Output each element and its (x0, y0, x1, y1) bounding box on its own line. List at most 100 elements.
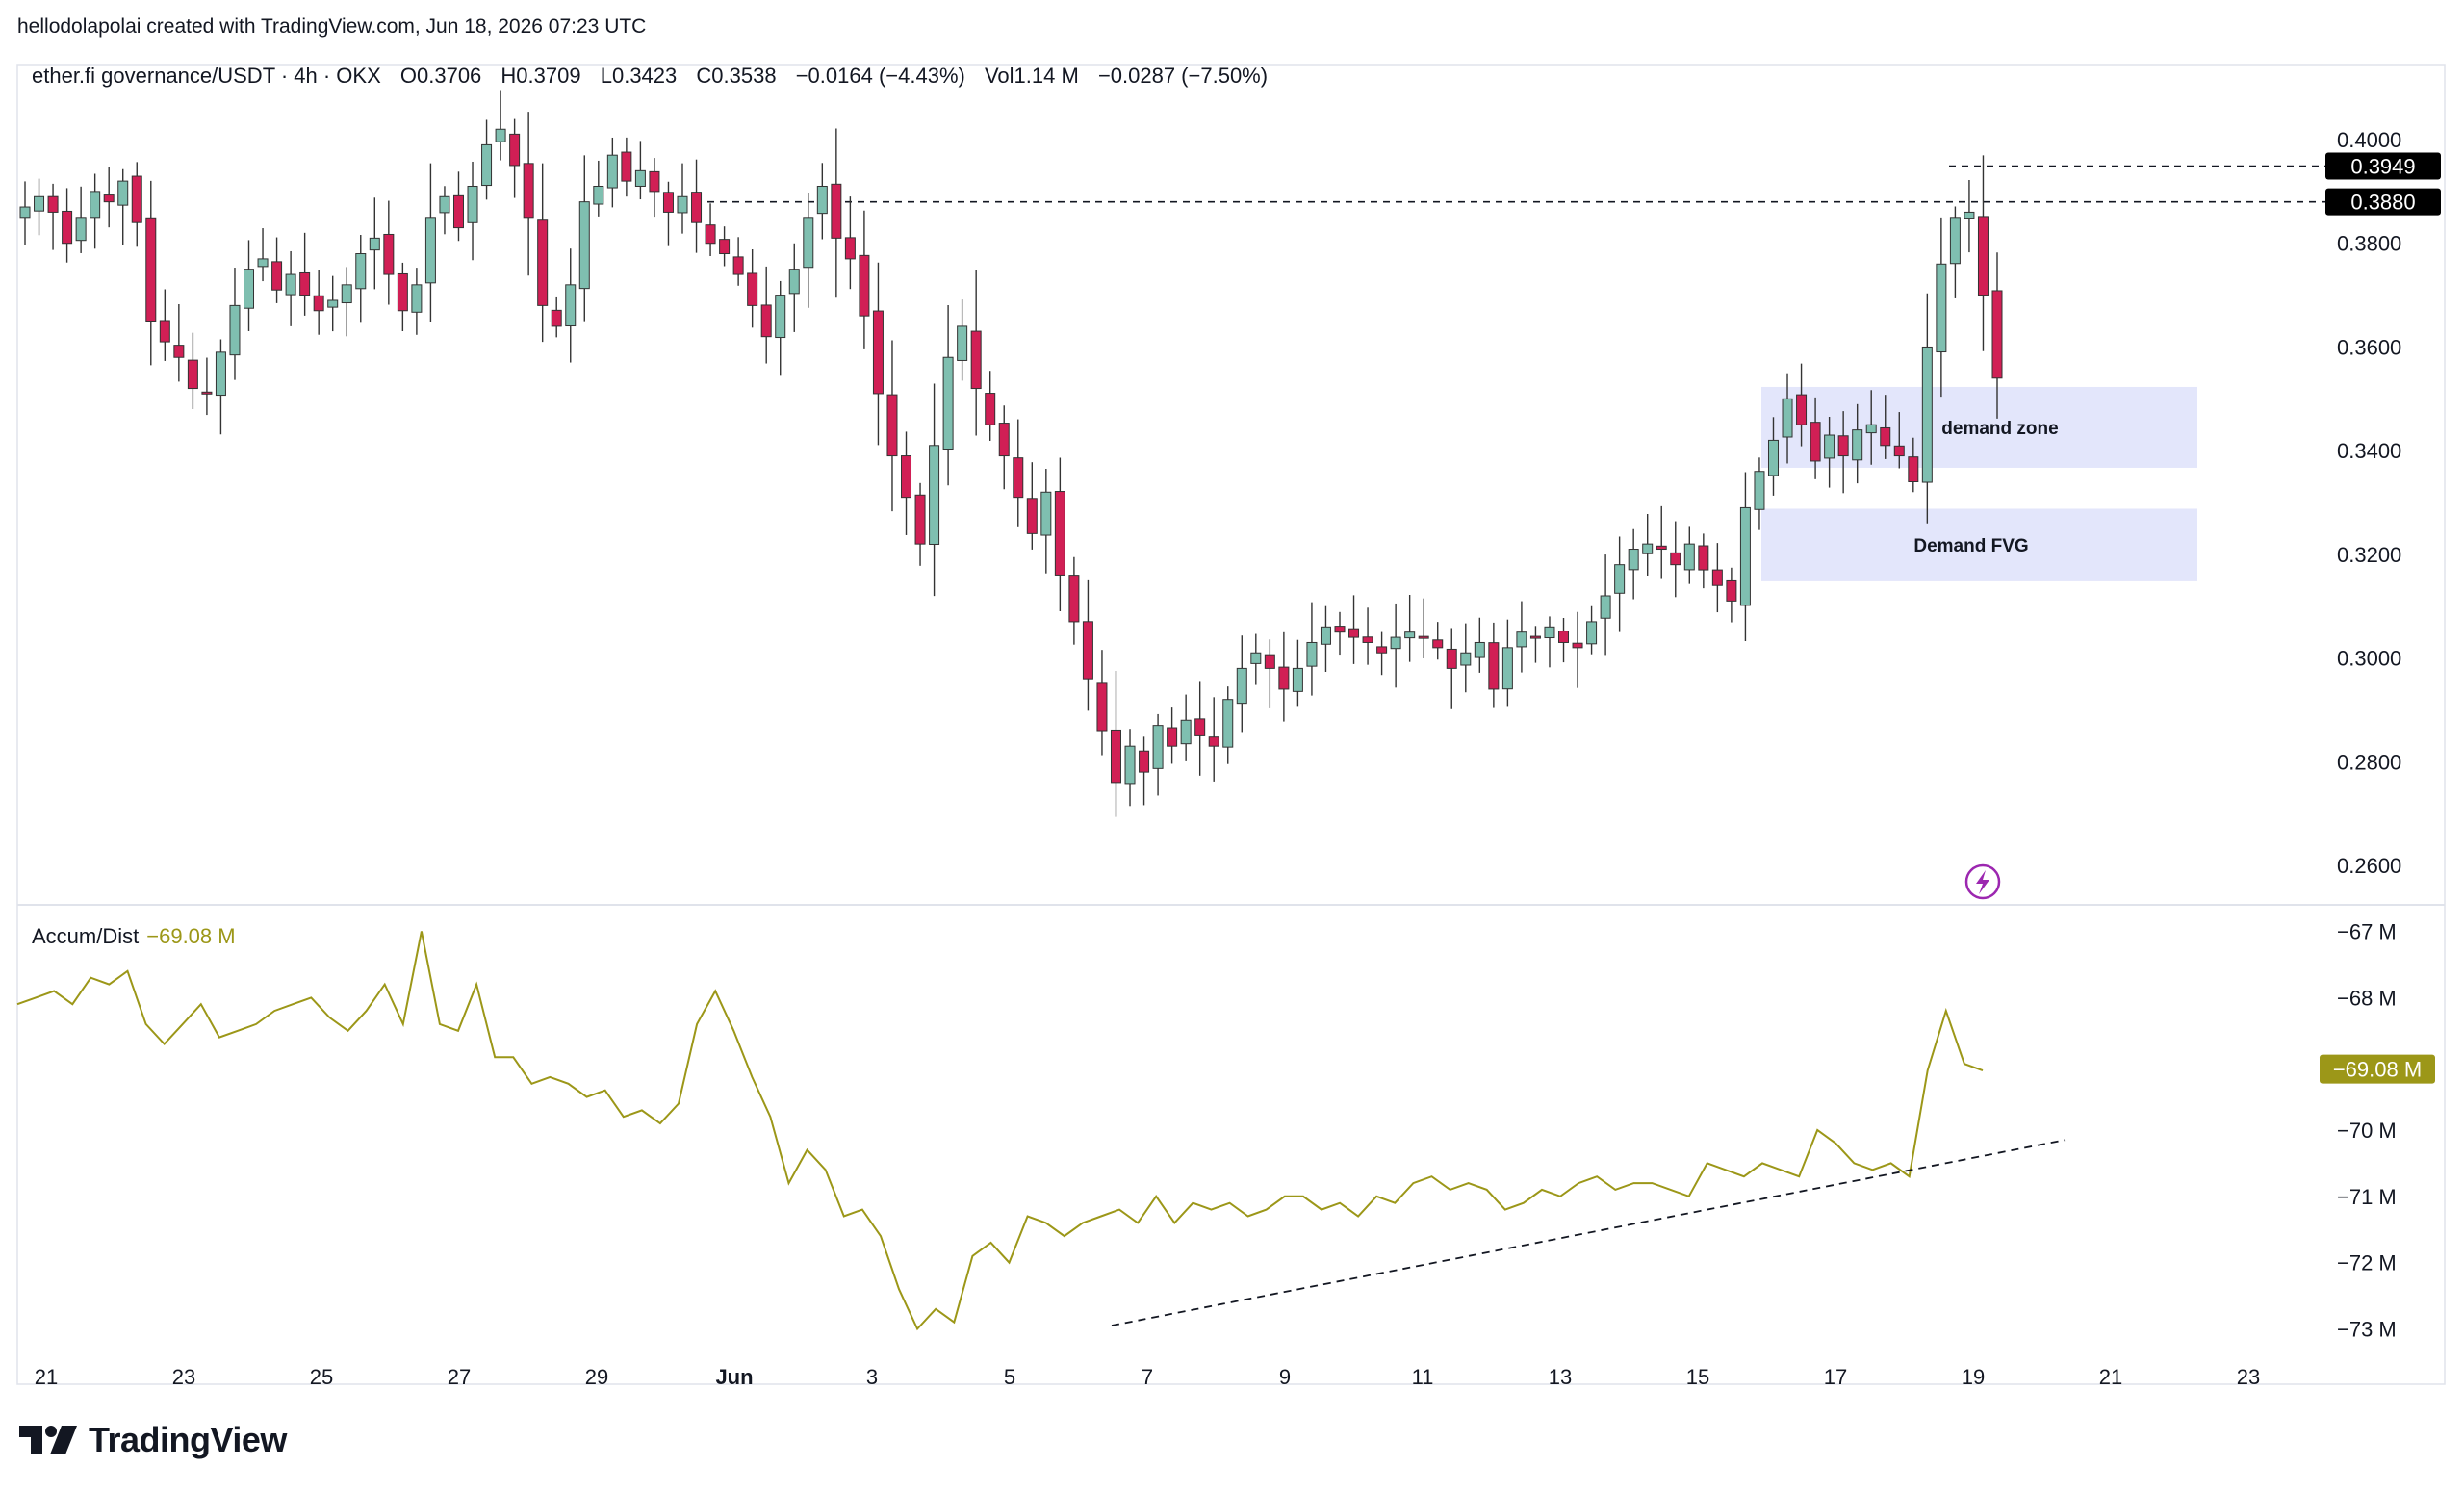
indicator-legend[interactable]: Accum/Dist −69.08 M (32, 924, 236, 949)
price-tick-label: 0.4000 (2337, 128, 2401, 152)
candle-body (424, 217, 436, 284)
candle-body (341, 284, 352, 304)
candle-body (1824, 434, 1835, 459)
candle-body (1139, 750, 1150, 773)
candle-body (62, 210, 73, 245)
candle-body (691, 192, 703, 223)
time-tick-label: 7 (1142, 1365, 1153, 1389)
legend-change: −0.0164 (−4.43%) (795, 64, 965, 88)
price-axis[interactable]: 0.4000 0.3800 0.3600 0.3400 0.3200 0.3000 0.28… (2337, 128, 2401, 878)
candle-body (131, 175, 142, 223)
candle-body (1502, 647, 1513, 690)
candle-body (719, 239, 731, 255)
candle-body (929, 445, 940, 545)
candle-body (1711, 569, 1723, 586)
candle-body (1264, 654, 1275, 669)
candle-body (1152, 725, 1164, 769)
candle-body (1446, 648, 1457, 669)
candle-body (1460, 652, 1472, 666)
time-tick-label: 5 (1004, 1365, 1015, 1389)
candle-body (593, 185, 604, 205)
lightning-marker[interactable] (1964, 863, 2001, 900)
candle-body (173, 345, 185, 358)
candle-body (1026, 498, 1038, 534)
candle-body (495, 128, 506, 142)
candle-body (1782, 398, 1793, 438)
price-tick-label: 0.3600 (2337, 335, 2401, 359)
ad-value-tag-label: −69.08 M (2333, 1058, 2422, 1082)
candle-body (187, 359, 198, 390)
candle-body (537, 219, 549, 306)
lightning-icon (1976, 870, 1989, 894)
candle-body (1628, 549, 1639, 571)
candle-body (859, 254, 870, 317)
candle-body (957, 325, 968, 361)
time-tick-label: 3 (866, 1365, 878, 1389)
candle-body (886, 394, 898, 457)
candle-body (621, 151, 632, 182)
candle-body (1250, 652, 1262, 664)
candle-body (355, 253, 367, 290)
candle-body (1516, 631, 1527, 648)
candle-body (1586, 621, 1598, 645)
candle-body (1320, 626, 1331, 645)
ad-line (16, 931, 1984, 1331)
candle-body (788, 269, 800, 295)
candle-body (831, 183, 842, 239)
candle-body (1054, 491, 1065, 576)
tradingview-logo[interactable]: TradingView (19, 1420, 287, 1459)
candle-body (229, 304, 241, 356)
time-axis[interactable]: 21 23 25 27 29 Jun 3 5 7 9 11 13 15 17 19 21 23 (35, 1365, 2260, 1389)
candle-body (1348, 628, 1360, 638)
time-tick-label: 19 (1962, 1365, 1985, 1389)
candle-body (1642, 543, 1654, 554)
price-tick-label: 0.2600 (2337, 854, 2401, 878)
candle-body (1558, 631, 1570, 643)
candle-body (257, 258, 269, 268)
candle-body (747, 272, 758, 306)
candle-body (985, 393, 996, 425)
time-tick-label: 9 (1279, 1365, 1291, 1389)
candle-body (1949, 217, 1961, 265)
candle-body (705, 224, 716, 245)
candle-body (1390, 636, 1401, 650)
candle-body (1683, 543, 1695, 571)
candle-body (1474, 641, 1485, 658)
candle-body (803, 217, 814, 269)
candle-body (901, 455, 912, 499)
candle-body (1306, 641, 1318, 667)
candle-body (1810, 422, 1821, 462)
pane-border (16, 64, 2446, 1385)
candle-body (1418, 635, 1429, 639)
candle-body (1908, 456, 1919, 482)
indicator-axis[interactable]: −67 M −68 M −70 M −71 M −72 M −73 M (2337, 920, 2397, 1342)
candle-body (1865, 424, 1877, 434)
candle-body (1068, 575, 1080, 623)
zone-box (1761, 508, 2197, 581)
candle-body (1292, 667, 1303, 692)
candle-body (90, 191, 101, 219)
legend-symbol: ether.fi governance/USDT · 4h · OKX (32, 64, 381, 88)
candle-body (1488, 642, 1500, 690)
candle-body (19, 206, 31, 219)
candle-body (299, 271, 311, 296)
candle-body (271, 261, 283, 291)
time-tick-label: 25 (310, 1365, 333, 1389)
time-tick-label: 11 (1412, 1365, 1434, 1389)
legend-high: H0.3709 (500, 64, 581, 88)
candle-body (662, 192, 674, 213)
candle-body (1096, 682, 1108, 732)
symbol-legend[interactable]: ether.fi governance/USDT · 4h · OKX O0.3… (32, 64, 1281, 89)
candle-body (1921, 346, 1933, 483)
candle-body (551, 309, 562, 327)
ad-trendline (1111, 1139, 2066, 1326)
price-tick-label: 0.3000 (2337, 647, 2401, 671)
candle-body (201, 391, 213, 395)
candle-body (1334, 626, 1346, 633)
time-tick-label: 21 (35, 1365, 58, 1389)
indicator-tick-label: −70 M (2337, 1119, 2397, 1143)
candle-body (844, 237, 856, 260)
candle-body (1082, 621, 1093, 680)
zone-label: Demand FVG (1913, 536, 2028, 556)
